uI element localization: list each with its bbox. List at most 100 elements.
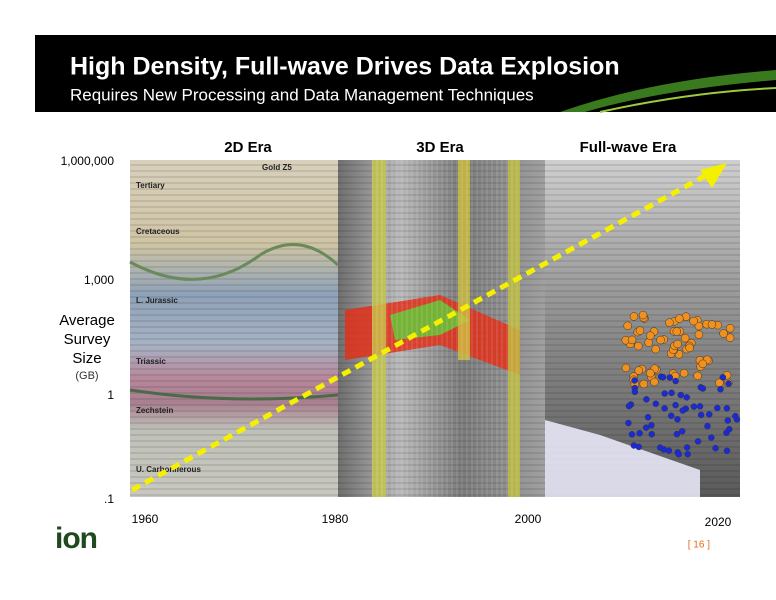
receiver-dot [629,312,639,321]
receiver-dot [623,321,632,331]
receiver-dot [725,323,735,333]
receiver-dot [668,389,675,397]
receiver-dot [635,326,645,335]
receiver-dot [699,385,707,392]
seismic-label: U. Carboniferous [136,465,201,474]
receiver-dot [638,310,648,320]
receiver-dot [714,404,721,412]
receiver-dot [685,343,694,353]
horizon [129,243,340,281]
receiver-dot [665,318,674,327]
receiver-dot [627,335,637,345]
seismic-label: Tertiary [136,181,165,190]
y-axis-unit: (GB) [75,370,98,382]
receiver-dot [646,331,655,340]
receiver-dot [625,402,633,410]
receiver-dot [719,374,727,381]
receiver-dot [651,344,661,354]
panel-2d-texture [130,160,338,497]
subtitle: Requires New Processing and Data Managem… [70,85,534,104]
header-swoosh-line [599,87,776,113]
y-axis-title: Size [72,350,101,367]
receiver-dot [636,430,643,437]
y-tick-label: .1 [104,492,114,506]
receiver-dot [680,333,690,343]
receiver-dot [723,405,731,412]
receiver-dot [689,316,698,326]
x-tick-label: 1960 [132,512,159,526]
receiver-dot [656,335,665,345]
survey-grid [545,420,700,497]
y-axis-title: Survey [64,331,111,348]
receiver-dot [672,401,679,409]
seismic-label: L. Jurassic [136,296,178,305]
receiver-dot [725,380,732,387]
receiver-dot [644,413,652,421]
x-tick-label: 2020 [705,515,732,529]
y-tick-label: 1,000,000 [61,154,115,168]
receiver-dot [694,330,704,339]
inline-texture [372,160,520,497]
receiver-dot [698,359,708,369]
receiver-dot [656,444,664,451]
receiver-dot [705,411,713,418]
receiver-dot [725,333,735,342]
seismic-label: Cretaceous [136,227,180,236]
arrow-head [700,163,727,188]
receiver-dot [666,374,674,381]
receiver-dots [621,310,741,458]
receiver-dot [723,447,731,455]
seismic-label: Zechstein [136,406,173,415]
receiver-dot [659,373,667,381]
receiver-dot [631,388,639,396]
receiver-dot [634,366,644,375]
receiver-dot [648,430,656,438]
receiver-dot [665,447,673,454]
receiver-dot [723,429,730,436]
receiver-dot [646,368,655,378]
x-tick-label: 2000 [515,512,542,526]
receiver-dot [631,377,638,384]
receiver-dot [621,363,631,373]
era-title: Full-wave Era [580,139,677,156]
receiver-dot [639,379,648,389]
receiver-dot [667,412,675,420]
receiver-dot [690,403,698,410]
receiver-dot [707,320,717,329]
header-swoosh [560,70,776,112]
y-axis-title: Average [59,312,115,329]
receiver-dot [674,416,681,423]
header-band [35,35,776,112]
receiver-dot [732,412,739,420]
receiver-dot [697,411,705,419]
receiver-dot [678,427,686,435]
receiver-dot [679,368,689,378]
horizon [129,388,339,401]
receiver-dot [693,371,702,381]
receiver-dot [694,438,702,445]
receiver-dot [724,417,732,424]
receiver-dot [683,394,690,401]
page-number: [ 16 ] [688,540,710,551]
x-tick-label: 1980 [322,512,349,526]
receiver-dot [643,396,650,403]
receiver-dot [675,450,682,458]
logo: ion [55,522,97,555]
receiver-dot [673,339,682,349]
receiver-dot [677,391,685,399]
receiver-dot [683,444,691,451]
receiver-dot [673,430,681,438]
receiver-dot [684,450,691,458]
receiver-dot [696,403,704,410]
era-title: 2D Era [224,139,272,156]
receiver-dot [717,386,724,393]
y-tick-label: 1 [107,388,114,402]
y-tick-label: 1,000 [84,273,114,287]
seismic-label: Gold Z5 [262,163,292,172]
title: High Density, Full-wave Drives Data Expl… [70,53,620,81]
receiver-dot [648,421,655,429]
receiver-dot [628,431,636,438]
receiver-dot [704,422,711,430]
receiver-dot [652,400,660,408]
